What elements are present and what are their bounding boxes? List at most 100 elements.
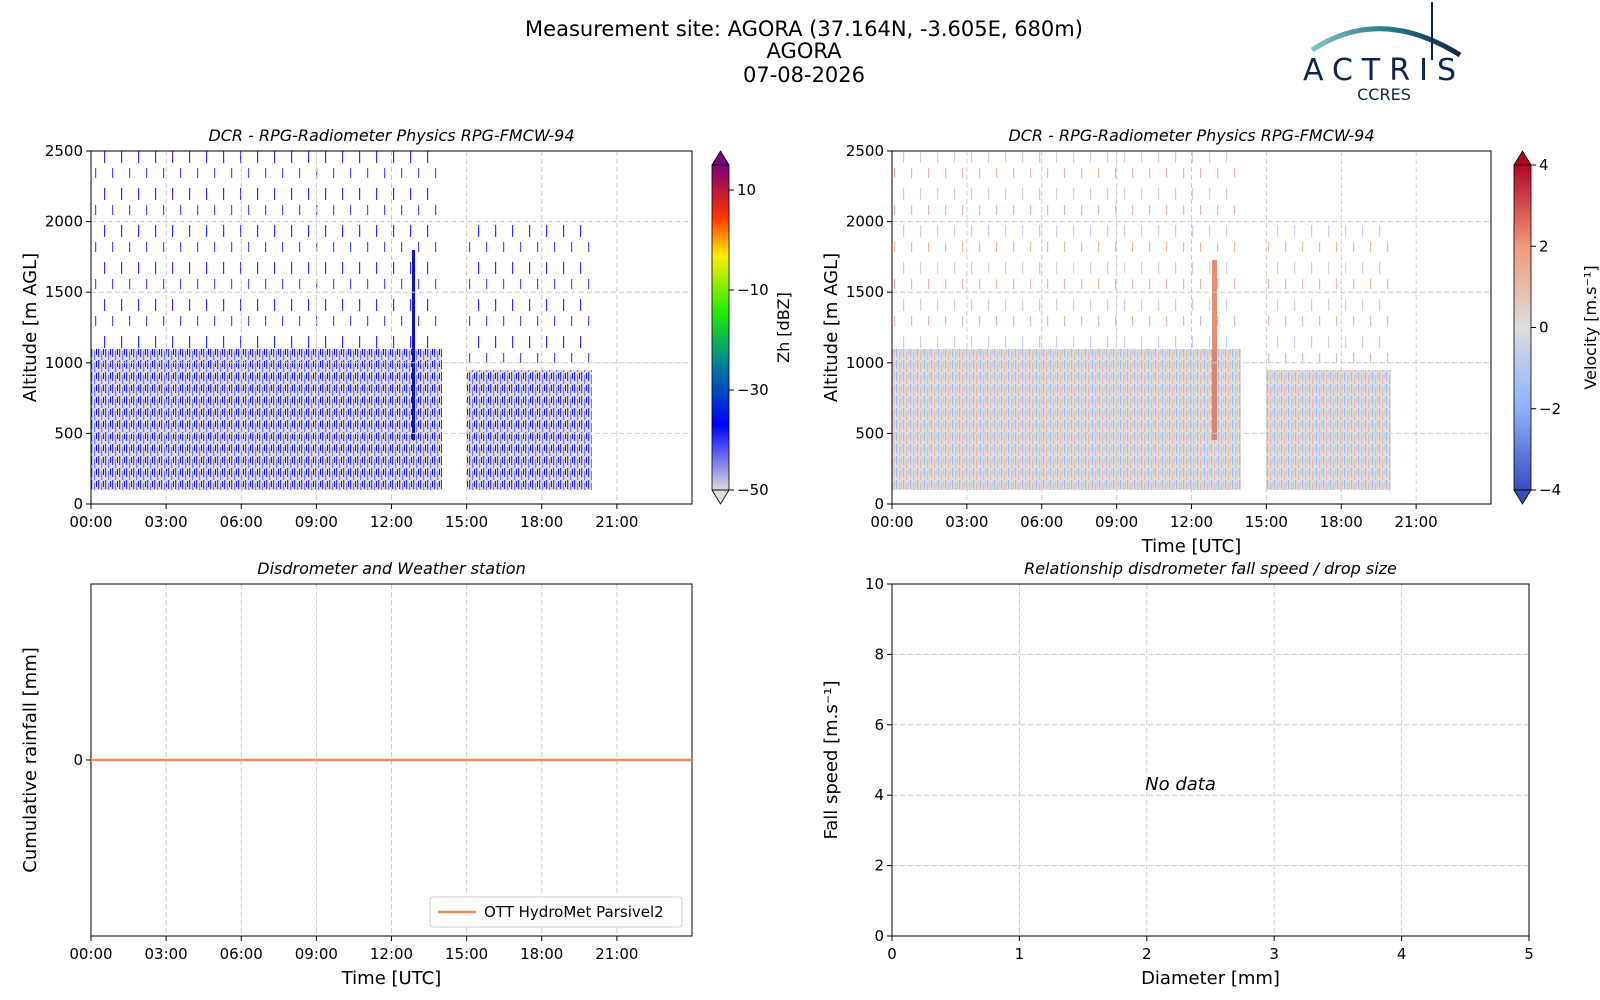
y-tick-label: 0 <box>73 495 83 513</box>
x-tick-label: 00:00 <box>69 513 112 531</box>
x-tick-label: 15:00 <box>445 945 488 963</box>
chart: Relationship disdrometer fall speed / dr… <box>821 559 1534 989</box>
y-axis-label: Cumulative rainfall [mm] <box>20 647 41 873</box>
x-tick-label: 5 <box>1524 945 1534 963</box>
chart-title: DCR - RPG-Radiometer Physics RPG-FMCW-94 <box>208 126 574 145</box>
y-tick-label: 2000 <box>45 213 83 231</box>
colorbar-tick-label: 0 <box>1539 319 1549 337</box>
x-tick-label: 21:00 <box>595 945 638 963</box>
x-tick-label: 4 <box>1397 945 1407 963</box>
coverage-texture <box>467 370 592 490</box>
logo-subtitle: CCRES <box>1357 85 1411 104</box>
y-axis-label: Altitude [m AGL] <box>20 253 41 402</box>
colorbar-label: Zh [dBZ] <box>774 292 793 363</box>
colorbar-tick-label: −30 <box>737 381 769 399</box>
x-tick-label: 06:00 <box>220 513 263 531</box>
x-axis-label: Time [UTC] <box>341 968 442 989</box>
coverage-texture <box>892 349 1241 490</box>
coverage-texture <box>1266 370 1391 490</box>
x-tick-label: 0 <box>887 945 897 963</box>
y-tick-label: 2 <box>874 857 884 875</box>
y-tick-label: 6 <box>874 716 884 734</box>
x-tick-label: 18:00 <box>1320 513 1363 531</box>
y-axis-label: Fall speed [m.s⁻¹] <box>821 681 842 840</box>
plot-frame <box>891 583 1530 937</box>
x-tick-label: 06:00 <box>1020 513 1063 531</box>
colorbar-extend <box>711 150 730 166</box>
x-tick-label: 2 <box>1142 945 1152 963</box>
logo-text: ACTRIS <box>1303 53 1465 88</box>
x-tick-label: 18:00 <box>520 945 563 963</box>
logo-arc <box>1310 26 1462 58</box>
x-axis-label: Diameter [mm] <box>1141 968 1280 989</box>
header-title: Measurement site: AGORA (37.164N, -3.605… <box>525 17 1083 41</box>
plot-frame <box>891 150 1492 505</box>
x-tick-label: 21:00 <box>1395 513 1438 531</box>
x-tick-label: 12:00 <box>370 945 413 963</box>
colorbar-tick-label: 10 <box>737 181 756 199</box>
x-tick-label: 12:00 <box>1170 513 1213 531</box>
annotation: No data <box>1145 774 1216 795</box>
x-tick-label: 09:00 <box>1095 513 1138 531</box>
colorbar-frame <box>711 164 730 491</box>
y-tick-label: 2500 <box>846 142 884 160</box>
colorbar-tick-label: −2 <box>1539 400 1561 418</box>
coverage-texture <box>1212 260 1217 440</box>
x-tick-label: 15:00 <box>1245 513 1288 531</box>
y-tick-label: 1000 <box>45 354 83 372</box>
chart-title: Relationship disdrometer fall speed / dr… <box>1024 559 1397 578</box>
colorbar-extend <box>1513 489 1532 505</box>
colorbar-label: Velocity [m.s⁻¹] <box>1581 265 1600 389</box>
y-tick-label: 0 <box>874 495 884 513</box>
colorbar-tick-label: −10 <box>737 281 769 299</box>
x-tick-label: 00:00 <box>870 513 913 531</box>
y-tick-label: 500 <box>855 424 884 442</box>
coverage-texture <box>412 250 415 440</box>
y-tick-label: 0 <box>874 927 884 945</box>
x-tick-label: 06:00 <box>220 945 263 963</box>
legend-label: OTT HydroMet Parsivel2 <box>484 903 664 921</box>
y-tick-label: 2500 <box>45 142 83 160</box>
y-tick-label: 1500 <box>45 283 83 301</box>
colorbar <box>1514 165 1531 490</box>
legend-box <box>429 896 683 928</box>
x-tick-label: 15:00 <box>445 513 488 531</box>
y-tick-label: 0 <box>73 751 83 769</box>
logo: ACTRIS CCRES <box>1303 2 1465 104</box>
y-tick-label: 1000 <box>846 354 884 372</box>
colorbar-tick-label: −50 <box>737 481 769 499</box>
plot-frame <box>90 150 693 505</box>
coverage-texture <box>467 220 592 370</box>
coverage-texture <box>91 349 442 490</box>
coverage-texture <box>91 151 442 349</box>
colorbar-tick-label: 2 <box>1539 237 1549 255</box>
colorbar-extend <box>711 489 730 505</box>
coverage-texture <box>1266 220 1391 370</box>
x-tick-label: 09:00 <box>295 945 338 963</box>
colorbar <box>712 165 729 490</box>
y-tick-label: 10 <box>865 575 884 593</box>
x-tick-label: 1 <box>1015 945 1025 963</box>
y-tick-label: 2000 <box>846 213 884 231</box>
header-title: 07-08-2026 <box>743 63 865 87</box>
x-tick-label: 18:00 <box>520 513 563 531</box>
x-tick-label: 21:00 <box>595 513 638 531</box>
coverage-texture <box>892 151 1241 349</box>
x-tick-label: 00:00 <box>69 945 112 963</box>
y-tick-label: 8 <box>874 645 884 663</box>
x-tick-label: 03:00 <box>145 513 188 531</box>
chart: Disdrometer and Weather station 00:00 03:0… <box>20 559 693 989</box>
colorbar-tick-label: 4 <box>1539 156 1549 174</box>
y-tick-label: 4 <box>874 786 884 804</box>
x-tick-label: 3 <box>1269 945 1279 963</box>
y-tick-label: 1500 <box>846 283 884 301</box>
chart-title: DCR - RPG-Radiometer Physics RPG-FMCW-94 <box>1008 126 1374 145</box>
chart: DCR - RPG-Radiometer Physics RPG-FMCW-94… <box>821 126 1600 557</box>
x-tick-label: 12:00 <box>370 513 413 531</box>
y-tick-label: 500 <box>54 424 83 442</box>
colorbar-extend <box>1513 150 1532 166</box>
header: Measurement site: AGORA (37.164N, -3.605… <box>525 17 1083 87</box>
chart-title: Disdrometer and Weather station <box>257 559 525 578</box>
